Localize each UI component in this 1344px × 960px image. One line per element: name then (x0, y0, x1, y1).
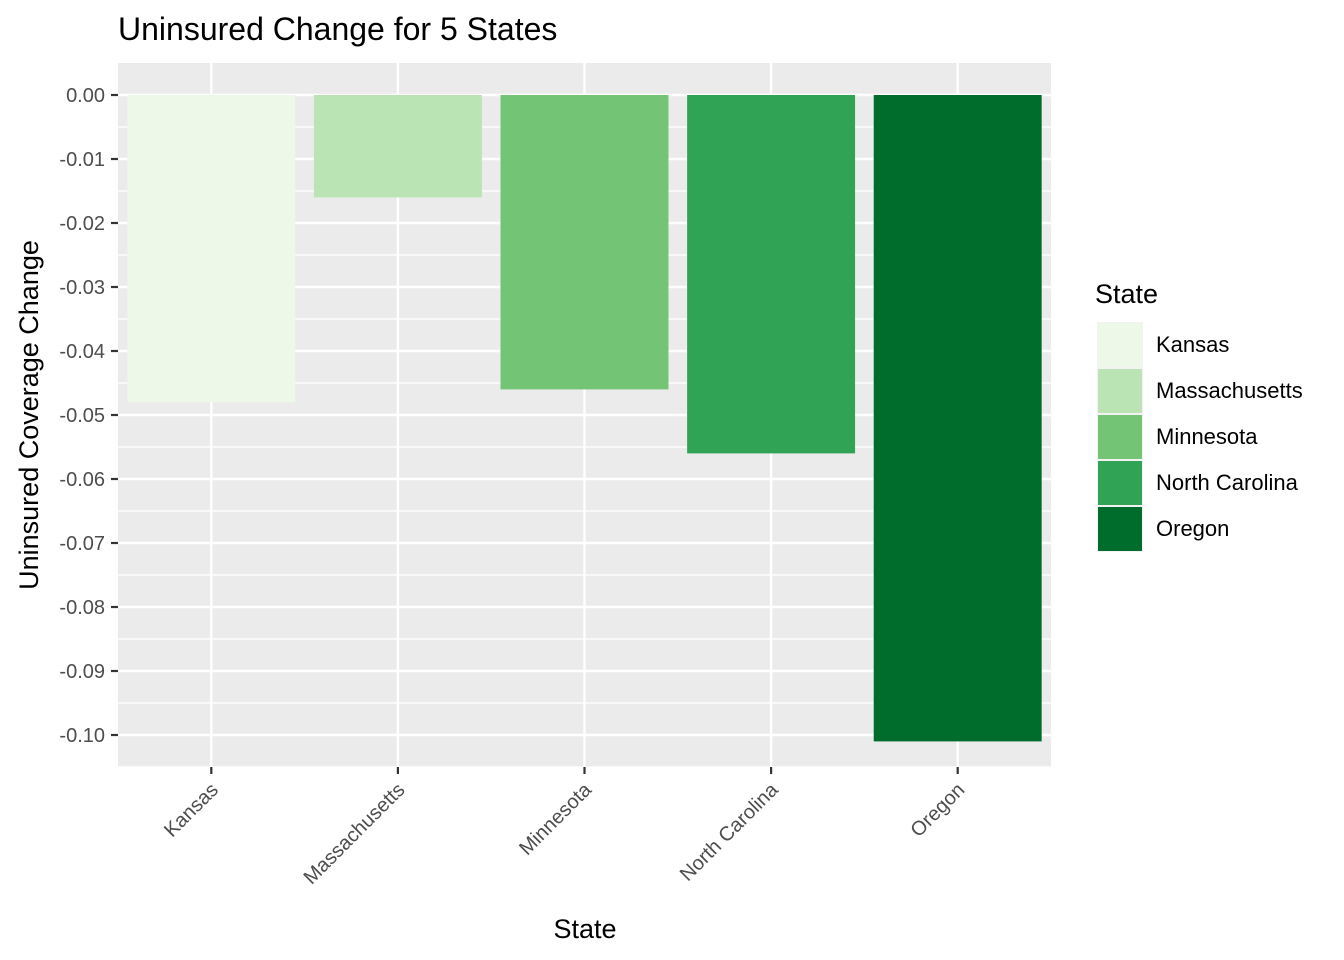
y-tick-label: -0.09 (59, 661, 105, 683)
y-axis: 0.00 -0.01 -0.02 -0.03 -0.04 -0.05 -0.06 -0.07 -… (59, 85, 118, 747)
x-tick-label: North Carolina (676, 778, 783, 885)
y-tick-label: -0.08 (59, 597, 105, 619)
legend-label: Massachusetts (1156, 378, 1303, 403)
bars (127, 95, 1042, 742)
y-tick-label: -0.04 (59, 341, 105, 363)
bar-minnesota (500, 95, 669, 390)
x-tick-label: Minnesota (515, 778, 596, 859)
legend-swatch (1098, 369, 1142, 413)
y-axis-title: Uninsured Coverage Change (14, 240, 44, 590)
y-tick-label: -0.03 (59, 277, 105, 299)
y-tick-label: -0.02 (59, 213, 105, 235)
y-tick-label: 0.00 (66, 85, 105, 107)
legend-swatch (1098, 323, 1142, 367)
x-axis-title: State (553, 914, 616, 944)
x-tick-label: Kansas (160, 779, 223, 842)
chart-title: Uninsured Change for 5 States (118, 11, 557, 47)
y-tick-label: -0.05 (59, 405, 105, 427)
legend-label: Kansas (1156, 332, 1229, 357)
legend-title: State (1095, 279, 1158, 309)
bar-massachusetts (313, 95, 482, 198)
x-tick-label: Oregon (907, 779, 970, 842)
bar-kansas (127, 95, 296, 403)
bar-oregon (873, 95, 1042, 742)
legend-swatch (1098, 461, 1142, 505)
legend-label: Minnesota (1156, 424, 1258, 449)
legend: State Kansas Massachusetts Minnesota North … (1095, 279, 1303, 552)
legend-swatch (1098, 415, 1142, 459)
y-tick-label: -0.07 (59, 533, 105, 555)
y-tick-label: -0.10 (59, 725, 105, 747)
x-tick-label: Massachusetts (300, 779, 410, 889)
x-axis: Kansas Massachusetts Minnesota North Caroli… (160, 767, 969, 889)
y-tick-label: -0.01 (59, 149, 105, 171)
bar-north-carolina (687, 95, 856, 454)
legend-label: North Carolina (1156, 470, 1299, 495)
legend-swatch (1098, 507, 1142, 551)
y-tick-label: -0.06 (59, 469, 105, 491)
legend-label: Oregon (1156, 516, 1229, 541)
